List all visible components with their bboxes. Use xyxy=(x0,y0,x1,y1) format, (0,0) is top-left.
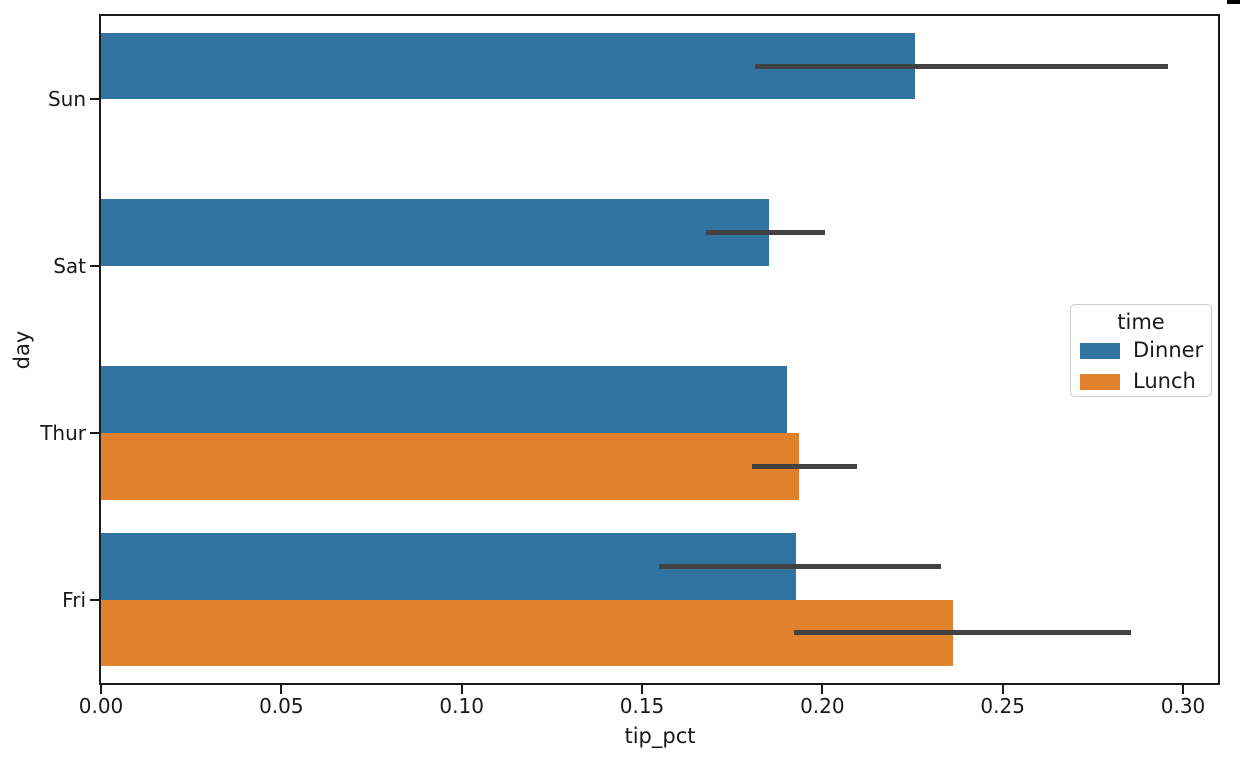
y-tick-label-sat: Sat xyxy=(53,254,86,279)
x-tick-label: 0.20 xyxy=(800,694,845,718)
error-bar-sun-dinner xyxy=(755,63,1169,69)
bar-thur-lunch xyxy=(101,432,799,500)
x-tick xyxy=(280,685,283,694)
y-tick xyxy=(90,98,99,101)
x-tick xyxy=(641,685,643,694)
x-tick xyxy=(460,685,463,694)
legend-entry-dinner: Dinner xyxy=(1071,335,1211,366)
x-axis-label: tip_pct xyxy=(624,724,696,748)
x-tick xyxy=(100,685,102,694)
bar-thur-dinner xyxy=(101,366,787,433)
x-tick xyxy=(1182,685,1184,694)
axes: Sun Sat Thur Fri 0.00 0.05 0.10 0.15 0.20 0.25 0.3… xyxy=(40,14,1220,716)
legend-entry-label: Lunch xyxy=(1133,369,1196,393)
x-tick-label: 0.05 xyxy=(259,694,304,718)
y-tick xyxy=(90,598,99,601)
bar-sat-dinner xyxy=(101,199,770,267)
error-bar-sat-dinner xyxy=(706,230,826,236)
error-bar-fri-lunch xyxy=(794,630,1132,636)
legend: time Dinner Lunch xyxy=(1070,304,1212,397)
x-tick-label: 0.00 xyxy=(78,694,124,718)
lunch-color-swatch xyxy=(1080,373,1120,390)
cursor-artifact xyxy=(1227,0,1240,4)
error-bar-fri-dinner xyxy=(658,563,941,569)
error-bar-thur-lunch xyxy=(752,463,857,469)
legend-entry-lunch: Lunch xyxy=(1071,366,1211,397)
x-tick-label: 0.15 xyxy=(619,694,665,718)
y-tick xyxy=(90,431,99,434)
x-tick-label: 0.30 xyxy=(1160,694,1206,718)
y-tick-label-thur: Thur xyxy=(40,420,86,445)
x-tick-label: 0.25 xyxy=(980,694,1025,718)
dinner-color-swatch xyxy=(1080,342,1120,359)
x-tick-label: 0.10 xyxy=(439,694,484,718)
x-tick xyxy=(821,685,824,694)
legend-title: time xyxy=(1117,310,1165,334)
x-tick xyxy=(1001,685,1004,694)
y-tick-label-sun: Sun xyxy=(47,87,86,112)
legend-entry-label: Dinner xyxy=(1133,338,1204,362)
y-tick-label-fri: Fri xyxy=(62,587,86,612)
y-axis-label: day xyxy=(10,330,34,370)
y-tick xyxy=(90,265,99,268)
